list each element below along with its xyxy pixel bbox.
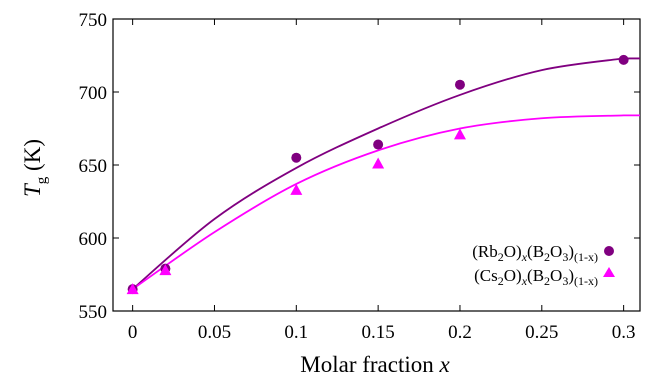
data-point-triangle	[372, 157, 385, 169]
fit-curve	[132, 57, 640, 290]
tick-labels: 0 0.05 0.1 0.15 0.2 0.25 0.3 550 600 650 700 750	[79, 10, 636, 343]
legend-entry-rb: (Rb2O)x(B2O3)(1-x)	[472, 242, 598, 264]
y-tick-label: 700	[79, 83, 108, 104]
data-point-circle	[454, 79, 465, 90]
y-tick-label: 600	[79, 229, 108, 250]
data-point-triangle	[453, 128, 466, 140]
x-tick-label: 0.05	[198, 322, 231, 343]
fit-curves	[132, 57, 640, 290]
x-tick-label: 0.25	[525, 322, 558, 343]
fit-curve	[132, 114, 640, 290]
legend-entry-cs: (Cs2O)x(B2O3)(1-x)	[474, 266, 598, 288]
legend-marker-triangle	[603, 267, 615, 277]
legend-marker-circle	[604, 246, 614, 256]
data-point-circle	[291, 152, 302, 163]
x-tick-label: 0.1	[284, 322, 308, 343]
y-tick-label: 550	[79, 302, 108, 323]
x-axis-label: Molar fraction x	[300, 352, 450, 377]
y-tick-label: 650	[79, 156, 108, 177]
legend: (Rb2O)x(B2O3)(1-x) (Cs2O)x(B2O3)(1-x)	[472, 242, 615, 288]
y-tick-label: 750	[79, 10, 108, 31]
data-point-circle	[618, 54, 629, 65]
data-point-triangle	[126, 283, 139, 295]
data-point-circle	[373, 139, 384, 150]
x-tick-label: 0.2	[448, 322, 472, 343]
x-tick-label: 0	[128, 322, 138, 343]
data-points	[126, 54, 629, 295]
x-tick-label: 0.3	[612, 322, 636, 343]
y-axis-label: Tg (K)	[20, 139, 50, 197]
axes	[112, 18, 641, 312]
data-point-triangle	[159, 264, 172, 276]
data-point-triangle	[290, 183, 303, 195]
x-tick-label: 0.15	[362, 322, 395, 343]
